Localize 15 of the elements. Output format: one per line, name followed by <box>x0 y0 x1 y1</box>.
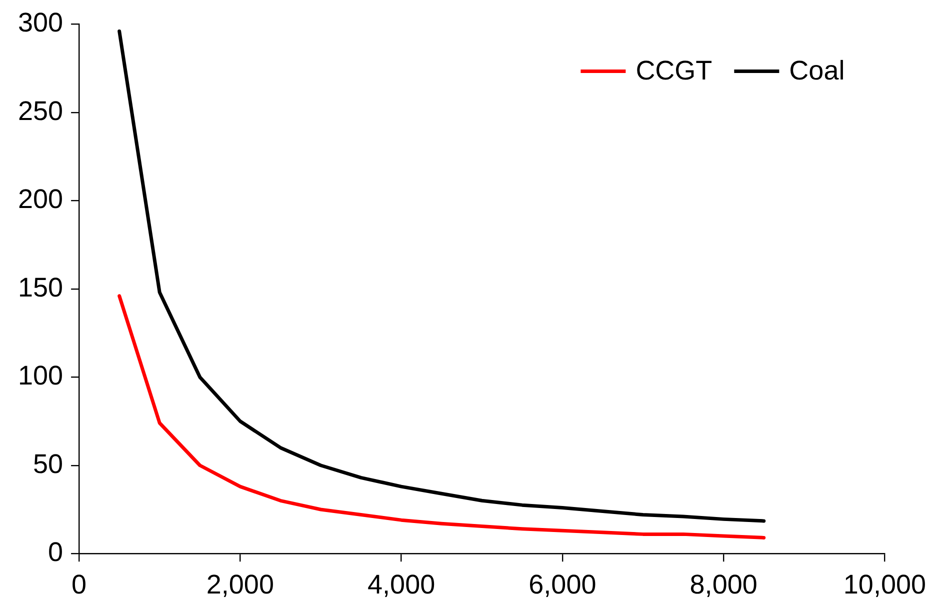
y-tick-label: 150 <box>18 272 64 302</box>
y-tick-label: 250 <box>18 96 64 126</box>
x-tick-label: 10,000 <box>843 569 926 600</box>
y-tick-label: 100 <box>18 360 64 391</box>
x-tick-label: 4,000 <box>368 569 436 600</box>
y-tick-label: 300 <box>18 8 64 38</box>
legend-label: CCGT <box>636 56 712 86</box>
x-tick-label: 6,000 <box>528 569 596 600</box>
y-tick-label: 0 <box>48 537 64 568</box>
x-tick-label: 8,000 <box>690 569 758 600</box>
x-tick-label: 0 <box>72 569 87 600</box>
x-tick-label: 2,000 <box>206 569 274 600</box>
y-tick-label: 50 <box>33 448 64 479</box>
y-tick-label: 200 <box>18 184 64 214</box>
legend-label: Coal <box>789 56 845 86</box>
